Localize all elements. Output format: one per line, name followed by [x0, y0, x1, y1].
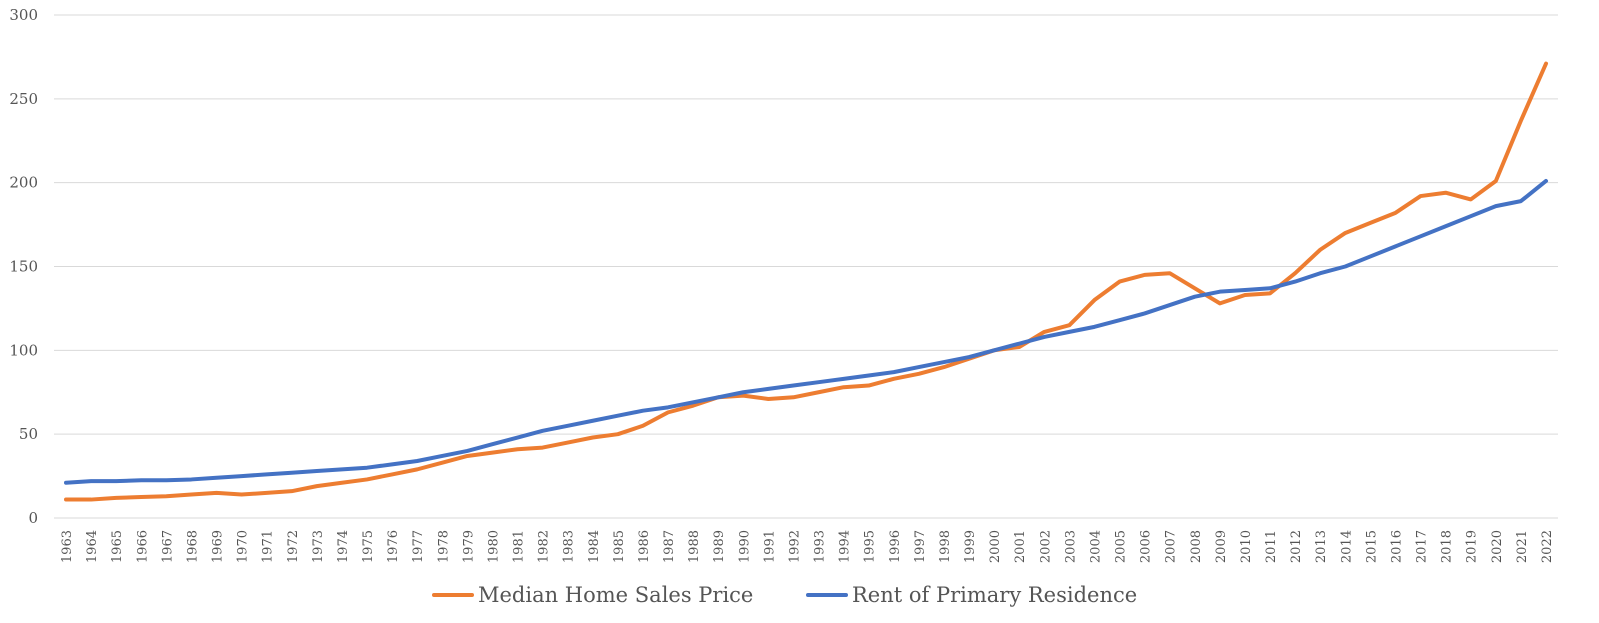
gridlines	[54, 14, 1558, 519]
series-line-rent-of-primary-residence	[64, 178, 1548, 485]
x-tick-label: 1971	[261, 530, 276, 563]
x-tick-label: 1963	[60, 530, 75, 563]
x-tick-label: 1969	[211, 530, 226, 563]
x-tick-label: 2020	[1490, 530, 1505, 563]
y-tick-label: 250	[9, 90, 38, 108]
x-tick-label: 1973	[311, 530, 326, 563]
x-tick-label: 2006	[1139, 530, 1154, 563]
y-tick-label: 150	[9, 258, 38, 276]
x-tick-label: 1979	[461, 530, 476, 563]
x-tick-label: 1967	[160, 530, 175, 563]
x-tick-label: 2019	[1465, 530, 1480, 563]
x-tick-label: 1992	[787, 530, 802, 563]
x-tick-label: 1983	[562, 530, 577, 563]
x-tick-label: 2002	[1038, 530, 1053, 563]
x-tick-label: 2018	[1440, 530, 1455, 563]
y-tick-label: 0	[28, 509, 38, 527]
x-tick-label: 2013	[1314, 530, 1329, 563]
x-tick-label: 2021	[1515, 530, 1530, 563]
x-tick-label: 2014	[1339, 530, 1354, 563]
x-tick-label: 2005	[1114, 530, 1129, 563]
x-tick-label: 2016	[1389, 530, 1404, 563]
x-tick-label: 1964	[85, 530, 100, 563]
legend: Median Home Sales Price Rent of Primary R…	[432, 583, 1137, 607]
x-tick-label: 1970	[236, 530, 251, 563]
x-tick-label: 2017	[1415, 530, 1430, 563]
x-axis-ticks: 1963 1964 1965 1966 1967 1968 1969 1970 1971 1972…	[60, 530, 1555, 563]
x-tick-label: 1968	[185, 530, 200, 563]
x-tick-label: 1987	[662, 530, 677, 563]
x-tick-label: 2015	[1364, 530, 1379, 563]
x-tick-label: 1995	[863, 530, 878, 563]
legend-label-rent-of-primary-residence: Rent of Primary Residence	[852, 583, 1137, 607]
x-tick-label: 1997	[913, 530, 928, 563]
x-tick-label: 1999	[963, 530, 978, 563]
series-line-median-home-sales-price	[64, 61, 1548, 502]
x-tick-label: 1982	[537, 530, 552, 563]
x-tick-label: 1975	[361, 530, 376, 563]
x-tick-label: 1991	[762, 530, 777, 563]
x-tick-label: 1998	[938, 530, 953, 563]
x-tick-label: 1965	[110, 530, 125, 563]
x-tick-label: 1996	[888, 530, 903, 563]
x-tick-label: 1985	[612, 530, 627, 563]
x-tick-label: 1966	[135, 530, 150, 563]
x-tick-label: 2003	[1063, 530, 1078, 563]
x-tick-label: 1989	[712, 530, 727, 563]
y-tick-label: 300	[9, 6, 38, 24]
x-tick-label: 2001	[1013, 530, 1028, 563]
x-tick-label: 1977	[411, 530, 426, 563]
x-tick-label: 2007	[1164, 530, 1179, 563]
x-tick-label: 2000	[988, 530, 1003, 563]
x-tick-label: 1986	[637, 530, 652, 563]
legend-label-median-home-sales-price: Median Home Sales Price	[478, 583, 753, 607]
y-axis-ticks: 0 50 100 150 200 250 300	[9, 6, 38, 527]
x-tick-label: 2009	[1214, 530, 1229, 563]
x-tick-label: 2022	[1540, 530, 1555, 563]
x-tick-label: 1988	[687, 530, 702, 563]
x-tick-label: 1993	[813, 530, 828, 563]
y-tick-label: 200	[9, 174, 38, 192]
x-tick-label: 1972	[286, 530, 301, 563]
x-tick-label: 2011	[1264, 530, 1279, 563]
x-tick-label: 2008	[1189, 530, 1204, 563]
series-lines	[64, 61, 1548, 502]
x-tick-label: 2010	[1239, 530, 1254, 563]
x-tick-label: 1981	[512, 530, 527, 563]
x-tick-label: 1976	[386, 530, 401, 563]
x-tick-label: 2004	[1088, 530, 1103, 563]
x-tick-label: 1974	[336, 530, 351, 563]
y-tick-label: 50	[19, 425, 38, 443]
x-tick-label: 1978	[436, 530, 451, 563]
x-tick-label: 1984	[587, 530, 602, 563]
x-tick-label: 1990	[737, 530, 752, 563]
x-tick-label: 1994	[838, 530, 853, 563]
y-tick-label: 100	[9, 341, 38, 359]
x-tick-label: 2012	[1289, 530, 1304, 563]
x-tick-label: 1980	[486, 530, 501, 563]
